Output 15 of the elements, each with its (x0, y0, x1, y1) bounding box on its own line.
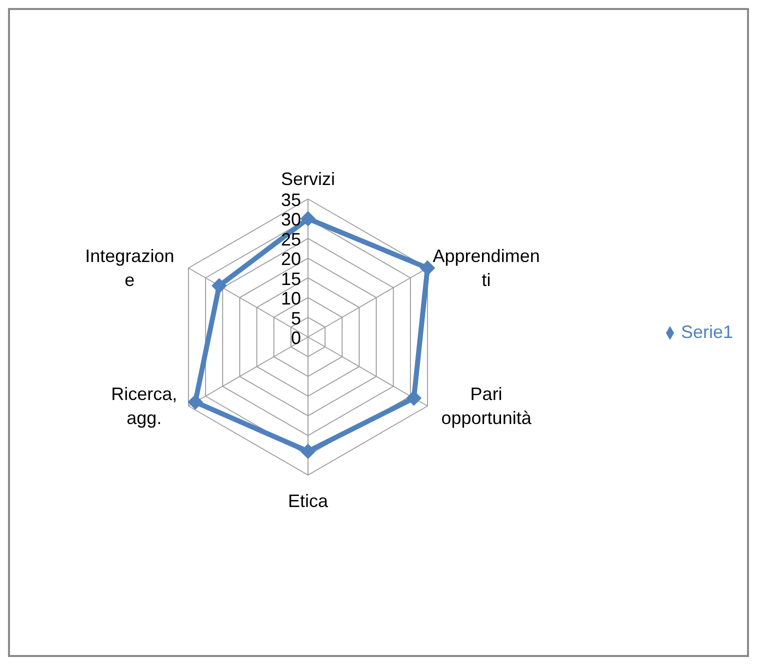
y-tick-label: 10 (280, 288, 301, 309)
spoke-label: Pari opportunità (441, 384, 532, 428)
spoke-label: Integrazione (85, 246, 174, 290)
spoke-label: Etica (288, 491, 329, 511)
legend-label: Serie1 (680, 322, 733, 342)
spoke-label: Servizi (280, 169, 336, 189)
y-tick-label: 0 (290, 328, 301, 348)
y-tick-label: 20 (280, 249, 301, 270)
y-tick-label: 25 (280, 229, 301, 250)
y-tick-label: 5 (290, 308, 301, 328)
y-tick-label: 15 (280, 268, 301, 289)
spoke-label: Ricerca, agg. (111, 384, 178, 428)
y-tick-label: 30 (280, 210, 301, 230)
y-tick-label: 35 (280, 190, 301, 210)
spoke-label: Apprendimenti (432, 246, 540, 290)
